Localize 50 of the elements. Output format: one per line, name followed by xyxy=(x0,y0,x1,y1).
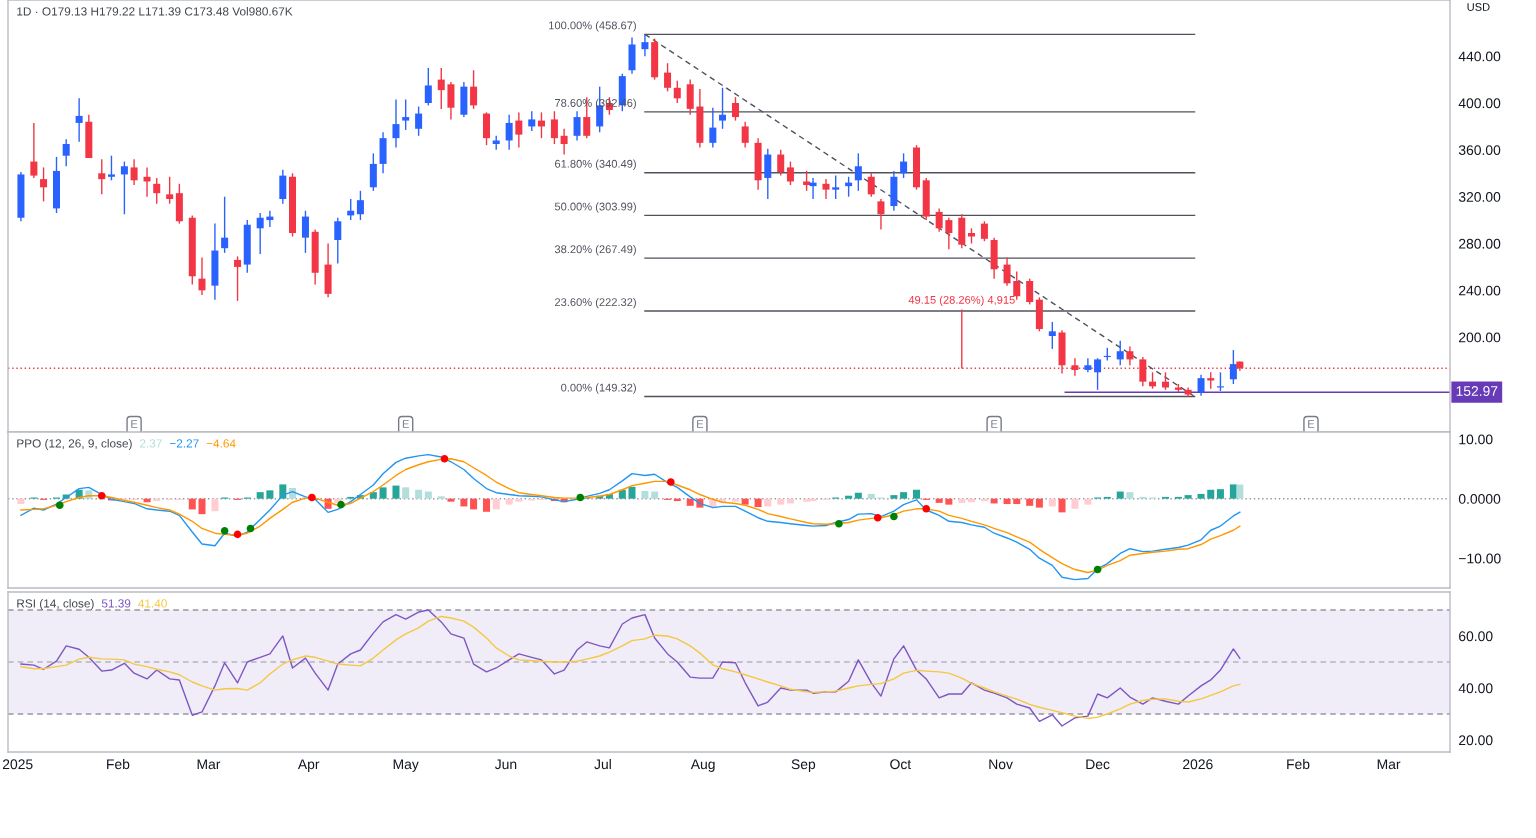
annotation: E xyxy=(1308,420,1315,428)
series-label: 61.80% (340.49) xyxy=(555,159,636,170)
text: 41.40 xyxy=(138,599,167,608)
y-tick-label: 240.00 xyxy=(1459,285,1501,296)
series-label: 38.20% (267.49) xyxy=(554,245,636,256)
series-label: 23.60% (222.32) xyxy=(555,297,636,309)
text: USD xyxy=(1467,3,1490,11)
x-tick-label: Apr xyxy=(297,759,320,772)
y-tick-label: 10.00 xyxy=(1459,434,1493,445)
x-tick-label: May xyxy=(393,759,419,772)
y-tick-label: 60.00 xyxy=(1459,631,1493,642)
x-tick-label: Sep xyxy=(791,759,816,772)
series-label: 100.00% (458.67) xyxy=(549,21,636,32)
y-tick-label: 0.0000 xyxy=(1458,494,1501,504)
x-tick-label: 2026 xyxy=(1183,759,1213,770)
text: RSI (14, close) xyxy=(17,598,94,610)
y-tick-label: 320.00 xyxy=(1458,192,1501,202)
x-tick-label: Oct xyxy=(890,759,912,770)
x-tick-label: Nov xyxy=(989,759,1013,770)
x-tick-label: 2025 xyxy=(2,759,33,770)
text: −2.27 xyxy=(169,439,199,448)
x-tick-label: Feb xyxy=(107,758,130,770)
x-tick-label: Dec xyxy=(1086,759,1110,770)
x-tick-label: Aug xyxy=(690,759,715,772)
y-tick-label: 20.00 xyxy=(1459,735,1493,746)
text: −4.64 xyxy=(206,439,236,448)
y-tick-label: 40.00 xyxy=(1458,683,1493,694)
annotation: E xyxy=(402,420,409,428)
y-tick-label: −10.00 xyxy=(1459,553,1501,564)
text: 51.39 xyxy=(101,599,131,608)
x-tick-label: Jul xyxy=(594,758,611,770)
x-tick-label: Mar xyxy=(197,759,221,770)
annotation: E xyxy=(697,420,704,428)
annotation: E xyxy=(131,420,138,428)
y-tick-label: 440.00 xyxy=(1458,51,1501,62)
x-tick-label: Feb xyxy=(1287,758,1310,770)
x-tick-label: Mar xyxy=(1377,759,1401,770)
x-tick-label: Jun xyxy=(494,759,517,770)
series-label: 50.00% (303.99) xyxy=(554,202,636,213)
annotation: E xyxy=(991,420,998,428)
series-label: 49.15 (28.26%) 4,915 xyxy=(908,295,1015,306)
series-label: 0.00% (149.32) xyxy=(561,383,636,394)
y-tick-label: 200.00 xyxy=(1459,332,1501,343)
y-tick-label: 360.00 xyxy=(1458,145,1501,156)
series-label: 152.97 xyxy=(1456,386,1498,396)
chart-title: 1D · O179.13 H179.22 L171.39 C173.48 Vol980.67K xyxy=(17,6,293,16)
y-tick-label: 400.00 xyxy=(1458,98,1501,109)
text: 2.37 xyxy=(140,439,162,448)
text: PPO (12, 26, 9, close) xyxy=(17,438,132,450)
y-tick-label: 280.00 xyxy=(1459,238,1501,249)
